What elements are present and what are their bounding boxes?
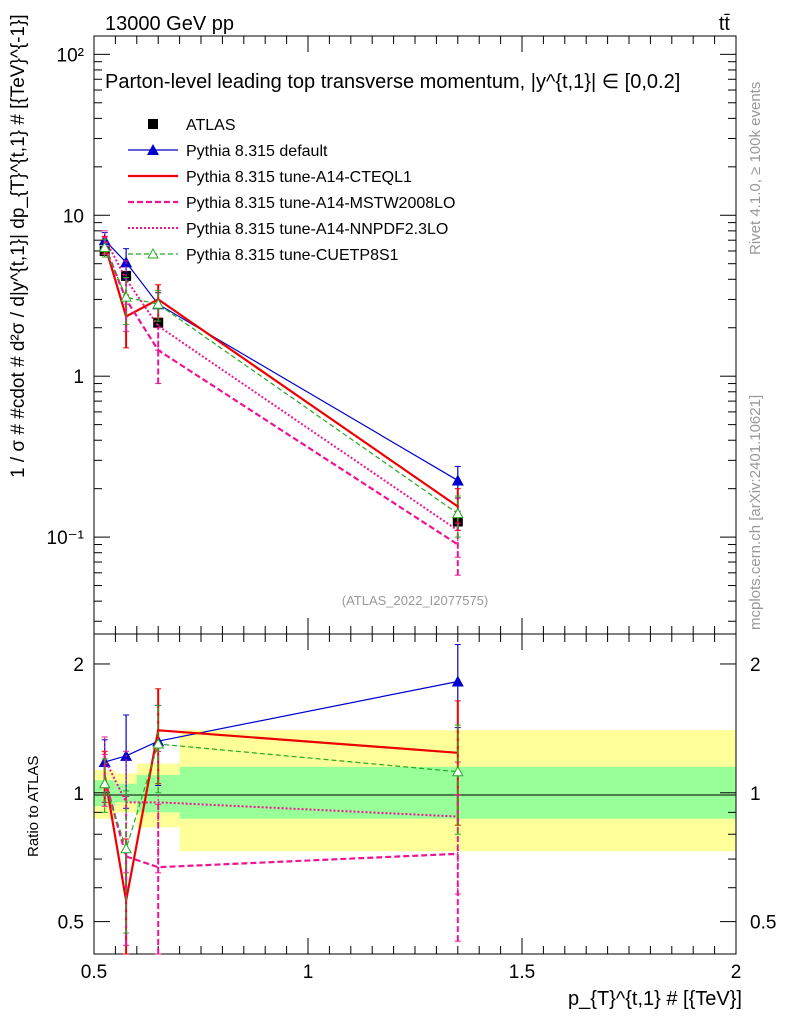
data-point: [120, 842, 132, 854]
ratio-panel: 0.5 0.5 1 1 2 2 0.5 1 1.5 2 Ratio to ATLAS p_{T}…: [25, 633, 777, 1010]
series-line-pythia-8-315-default: [104, 239, 459, 481]
data-point: [451, 765, 464, 777]
ratio-series-lines: [98, 644, 464, 955]
series-pythia-8-315-tune-a14-mstw2008lo: [101, 236, 461, 576]
rivet-label: Rivet 4.1.0, ≥ 100k events: [747, 82, 764, 255]
series-pythia-8-315-default: [98, 232, 464, 499]
ratio-x-ticks: 0.5 1 1.5 2: [81, 634, 742, 983]
data-point: [153, 317, 164, 328]
main-panel: 10⁻¹ 1 10 10² Parton-level leading top tran…: [8, 14, 737, 635]
main-y-tick-label: 10⁻¹: [47, 528, 85, 549]
legend-marker: [147, 247, 159, 259]
legend-marker: [147, 144, 159, 155]
analysis-watermark: (ATLAS_2022_I2077575): [342, 593, 488, 608]
legend: ATLAS Pythia 8.315 default Pythia 8.315 tu…: [128, 117, 455, 264]
data-point: [152, 298, 165, 309]
data-point: [451, 474, 464, 486]
series-line-pythia-8-315-tune-cuetp8s1: [104, 247, 459, 515]
legend-item-pythia-8-315-tune-a14-cteql1: Pythia 8.315 tune-A14-CTEQL1: [128, 169, 412, 186]
series-pythia-8-315-tune-cuetp8s1: [98, 704, 464, 934]
x-axis-label: p_{T}^{t,1} # [{TeV}]: [568, 988, 742, 1010]
legend-label: Pythia 8.315 tune-A14-CTEQL1: [186, 169, 412, 186]
legend-label: Pythia 8.315 tune-A14-NNPDF2.3LO: [186, 221, 448, 238]
series-line-pythia-8-315-tune-a14-cteql1: [103, 729, 458, 901]
header-energy: 13000 GeV pp: [105, 13, 234, 35]
ratio-y-tick-label-right: 0.5: [750, 913, 776, 934]
data-point: [120, 256, 133, 268]
data-point: [451, 507, 464, 519]
main-y-ticks: 10⁻¹ 1 10 10²: [47, 45, 736, 622]
chart-title: Parton-level leading top transverse mome…: [105, 71, 680, 93]
ratio-y-tick-label-left: 0.5: [58, 913, 84, 934]
series-line-pythia-8-315-default: [104, 680, 458, 763]
series-pythia-8-315-tune-a14-nnpdf2-3lo: [101, 230, 461, 558]
series-line-pythia-8-315-tune-a14-cteql1: [103, 243, 459, 508]
series-atlas: [99, 245, 463, 527]
legend-item-pythia-8-315-tune-a14-nnpdf2-3lo: Pythia 8.315 tune-A14-NNPDF2.3LO: [128, 221, 448, 238]
ratio-y-axis-label: Ratio to ATLAS: [25, 756, 42, 857]
legend-marker: [148, 119, 158, 129]
series-line-pythia-8-315-tune-cuetp8s1: [104, 743, 458, 851]
legend-label: ATLAS: [186, 117, 236, 134]
x-tick-label: 2: [731, 962, 742, 983]
ratio-y-tick-label-right: 1: [750, 784, 761, 805]
ratio-y-tick-label-right: 2: [750, 655, 761, 676]
legend-item-pythia-8-315-default: Pythia 8.315 default: [128, 143, 328, 160]
main-x-ticks: [93, 36, 737, 634]
legend-item-pythia-8-315-tune-cuetp8s1: Pythia 8.315 tune-CUETP8S1: [128, 247, 399, 264]
uncertainty-bands: [94, 730, 737, 852]
legend-item-atlas: ATLAS: [148, 117, 236, 134]
legend-label: Pythia 8.315 default: [186, 143, 328, 160]
x-tick-label: 1.5: [509, 962, 535, 983]
data-point: [98, 241, 111, 253]
mcplots-label: mcplots.cern.ch [arXiv:2401.10621]: [747, 395, 764, 630]
data-point: [451, 675, 464, 687]
main-y-tick-label: 1: [73, 367, 84, 388]
main-y-tick-label: 10: [63, 206, 84, 227]
data-point: [120, 291, 132, 302]
legend-label: Pythia 8.315 tune-CUETP8S1: [186, 247, 399, 264]
x-tick-label: 1: [303, 962, 314, 983]
legend-item-pythia-8-315-tune-a14-mstw2008lo: Pythia 8.315 tune-A14-MSTW2008LO: [128, 195, 455, 212]
ratio-y-ticks: 0.5 0.5 1 1 2 2: [58, 655, 777, 934]
x-tick-label: 0.5: [81, 962, 107, 983]
series-line-pythia-8-315-tune-a14-nnpdf2-3lo: [103, 758, 458, 818]
main-series-lines: [98, 230, 464, 576]
legend-label: Pythia 8.315 tune-A14-MSTW2008LO: [186, 195, 455, 212]
series-line-pythia-8-315-tune-a14-nnpdf2-3lo: [103, 237, 459, 532]
main-y-tick-label: 10²: [57, 45, 84, 66]
data-point: [98, 777, 111, 789]
ratio-y-tick-label-left: 2: [73, 655, 84, 676]
ratio-y-tick-label-left: 1: [73, 784, 84, 805]
header-process: tt̄: [719, 13, 731, 35]
series-pythia-8-315-tune-cuetp8s1: [98, 238, 464, 538]
main-y-axis-label: 1 / σ # #cdot # d²σ / d|y^{t,1}| dp_{T}^…: [8, 14, 29, 478]
data-point: [152, 737, 165, 749]
